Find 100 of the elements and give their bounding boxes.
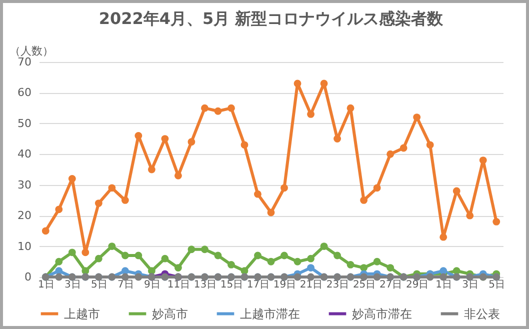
- point: [174, 264, 182, 272]
- point: [413, 114, 421, 121]
- point: [320, 242, 328, 250]
- y-axis-title: （人数）: [10, 44, 54, 58]
- x-tick-label: 5日: [488, 280, 506, 290]
- point: [148, 166, 156, 174]
- point: [174, 172, 182, 180]
- y-tick-label: 30: [18, 178, 32, 192]
- x-tick-label: 9日: [144, 280, 160, 290]
- point: [479, 156, 487, 164]
- point: [440, 267, 448, 275]
- point: [294, 273, 302, 281]
- point: [240, 141, 248, 149]
- legend-label: 上越市滞在: [240, 306, 300, 321]
- x-tick-label: 27日: [379, 280, 402, 290]
- point: [134, 132, 142, 140]
- point: [346, 104, 354, 112]
- x-tick-label: 3日: [462, 280, 479, 290]
- point: [334, 135, 341, 142]
- point: [307, 110, 314, 118]
- point: [188, 138, 196, 146]
- x-tick-label: 11日: [167, 280, 190, 290]
- point: [466, 212, 474, 220]
- x-tick-label: 17日: [246, 280, 270, 290]
- point: [267, 258, 275, 266]
- point: [161, 254, 169, 262]
- x-tick-label: 15日: [220, 280, 244, 290]
- point: [373, 184, 381, 192]
- point: [426, 141, 434, 149]
- legend-label: 上越市: [64, 306, 100, 321]
- point: [55, 206, 63, 214]
- y-tick-label: 60: [18, 86, 32, 100]
- x-tick-label: 29日: [406, 280, 429, 290]
- point: [108, 184, 116, 192]
- chart-title: 2022年4月、5月 新型コロナウイルス感染者数: [98, 9, 444, 28]
- point: [68, 248, 76, 256]
- point: [214, 252, 222, 260]
- point: [82, 248, 90, 256]
- point: [280, 184, 288, 192]
- point: [55, 258, 63, 266]
- point: [201, 104, 208, 112]
- point: [42, 227, 50, 235]
- point: [240, 267, 248, 275]
- point: [280, 252, 288, 260]
- legend-label: 妙高市滞在: [352, 306, 412, 321]
- point: [254, 252, 262, 260]
- point: [386, 264, 394, 272]
- y-tick-label: 0: [24, 270, 32, 284]
- point: [228, 261, 235, 268]
- point: [334, 252, 341, 260]
- point: [360, 196, 368, 204]
- y-tick-label: 70: [18, 56, 32, 68]
- legend-label: 非公表: [464, 306, 500, 321]
- point: [492, 218, 500, 226]
- point: [307, 264, 314, 272]
- point: [108, 242, 116, 250]
- point: [254, 190, 262, 198]
- point: [148, 267, 156, 275]
- point: [294, 258, 302, 266]
- y-tick-label: 40: [18, 148, 32, 161]
- point: [68, 175, 76, 182]
- point: [440, 233, 448, 241]
- point: [386, 150, 394, 158]
- point: [346, 261, 354, 268]
- point: [121, 196, 129, 204]
- x-tick-label: 13日: [194, 280, 217, 290]
- y-tick-label: 20: [18, 209, 32, 222]
- x-tick-label: 5日: [90, 280, 108, 290]
- point: [188, 246, 196, 254]
- point: [55, 273, 63, 281]
- point: [55, 267, 63, 275]
- x-tick-label: 19日: [273, 280, 296, 290]
- point: [201, 246, 208, 254]
- point: [373, 258, 381, 266]
- point: [400, 144, 408, 152]
- x-tick-label: 21日: [300, 280, 323, 290]
- point: [82, 267, 90, 275]
- point: [94, 200, 102, 207]
- point: [452, 267, 460, 275]
- point: [134, 273, 142, 281]
- point: [214, 107, 222, 115]
- point: [294, 80, 302, 88]
- point: [121, 252, 129, 260]
- x-tick-label: 25日: [352, 280, 376, 290]
- y-tick-label: 50: [18, 116, 32, 130]
- point: [134, 252, 142, 260]
- y-tick-label: 10: [18, 240, 32, 253]
- point: [307, 254, 314, 262]
- point: [452, 187, 460, 195]
- x-tick-label: 3日: [64, 280, 81, 290]
- point: [307, 273, 314, 281]
- point: [373, 273, 381, 281]
- point: [360, 264, 368, 272]
- legend-label: 妙高市: [152, 306, 188, 321]
- point: [94, 254, 102, 262]
- x-tick-label: 1日: [436, 280, 452, 290]
- point: [426, 273, 434, 281]
- point: [161, 135, 169, 142]
- point: [228, 104, 235, 112]
- point: [121, 267, 129, 275]
